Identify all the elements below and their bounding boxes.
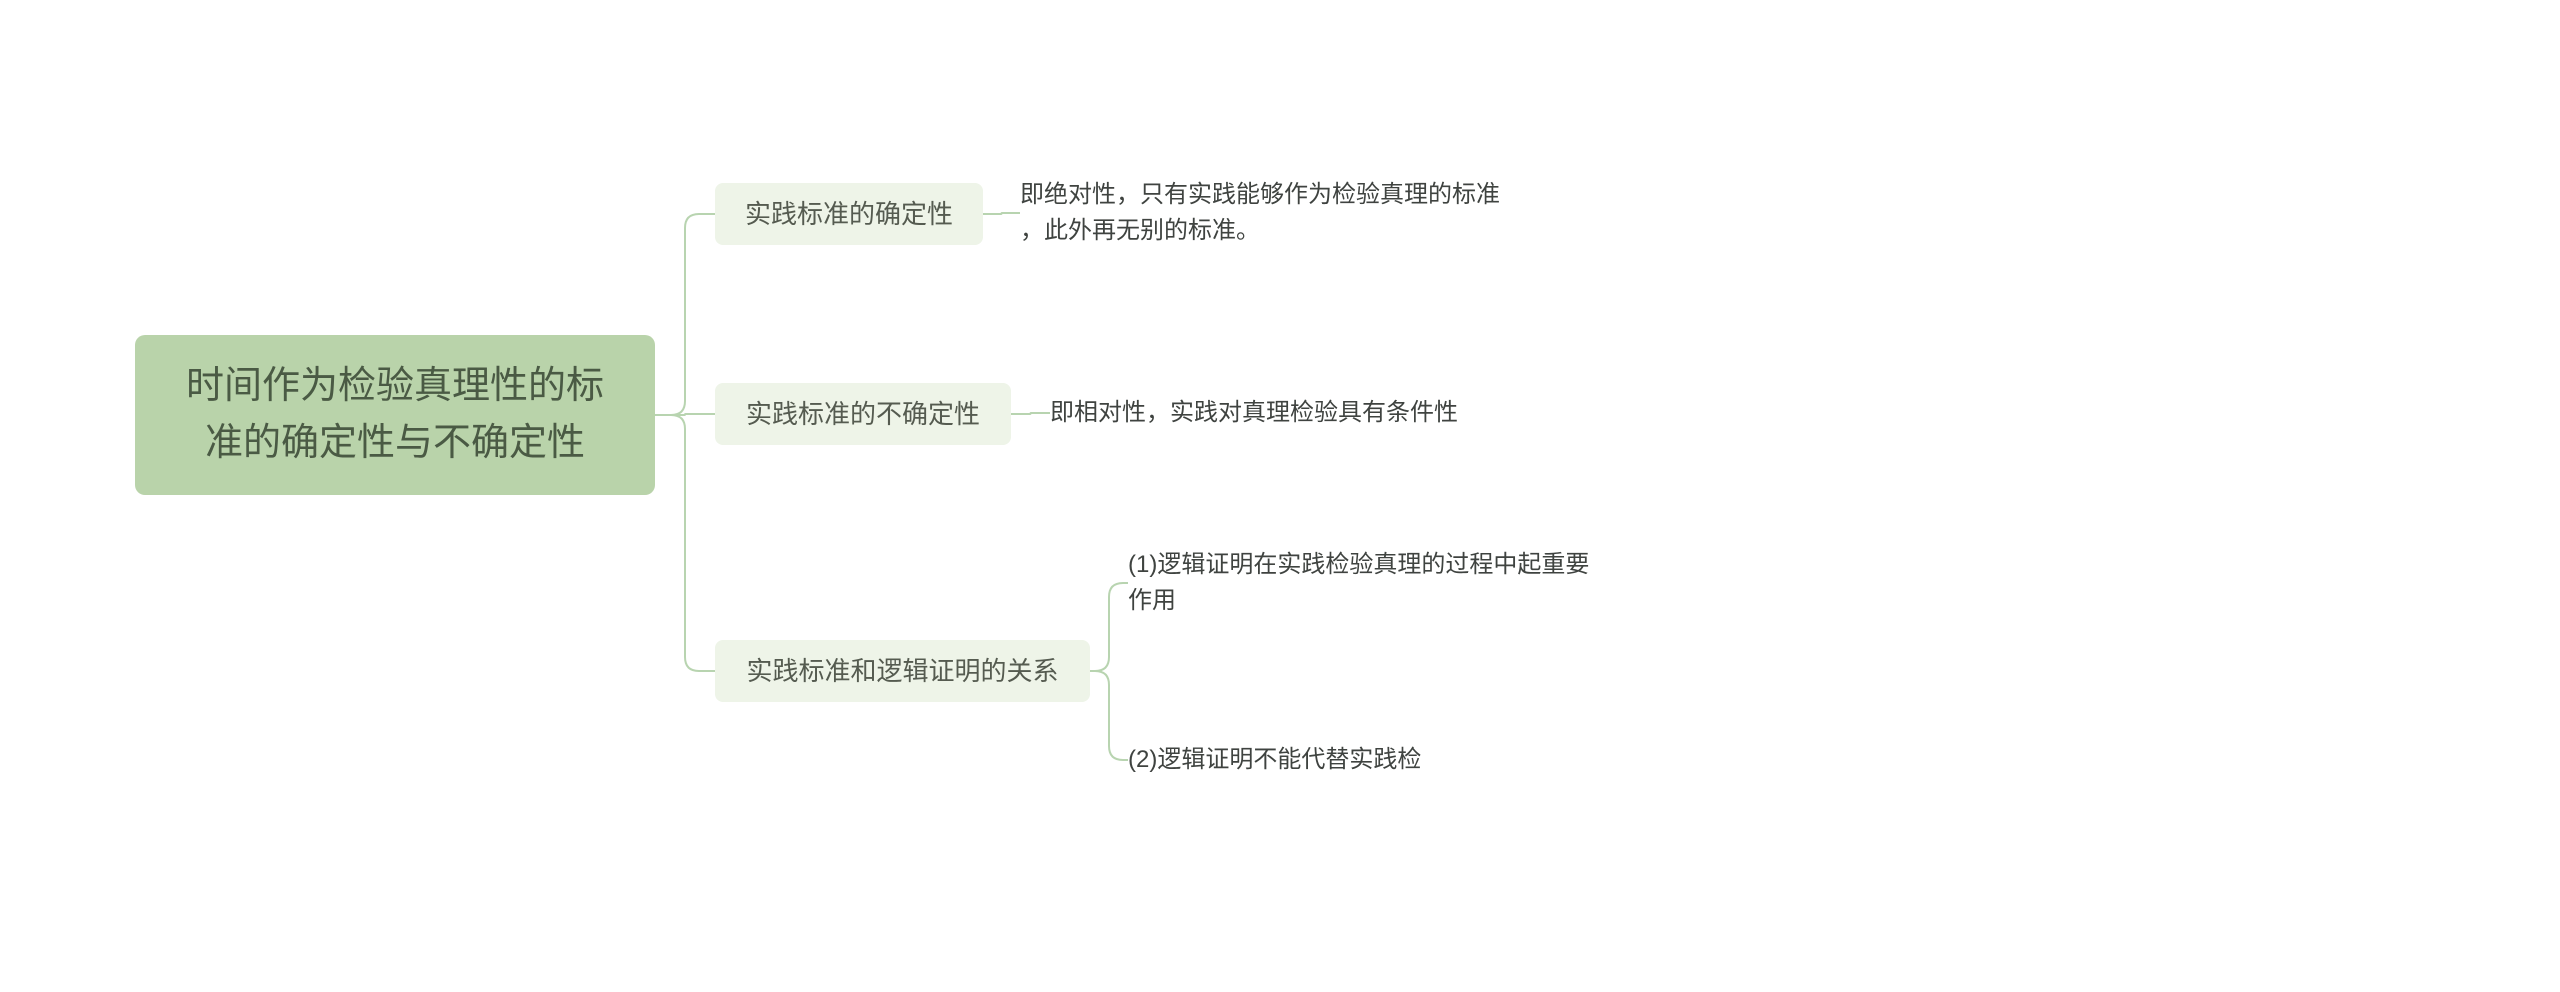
leaf-node-l2: 即相对性，实践对真理检验具有条件性 bbox=[1050, 395, 1530, 431]
branch-label: 实践标准和逻辑证明的关系 bbox=[746, 652, 1058, 691]
leaf-label: 即绝对性，只有实践能够作为检验真理的标准 ，此外再无别的标准。 bbox=[1020, 177, 1500, 249]
leaf-node-l1: 即绝对性，只有实践能够作为检验真理的标准 ，此外再无别的标准。 bbox=[1020, 175, 1580, 251]
connector bbox=[655, 214, 715, 415]
leaf-label: (1)逻辑证明在实践检验真理的过程中起重要 作用 bbox=[1128, 547, 1589, 619]
branch-node-b1: 实践标准的确定性 bbox=[715, 183, 983, 245]
connector bbox=[1011, 413, 1050, 414]
leaf-node-l3: (1)逻辑证明在实践检验真理的过程中起重要 作用 bbox=[1128, 545, 1648, 621]
connector bbox=[655, 414, 715, 415]
connector bbox=[1090, 583, 1128, 671]
branch-node-b2: 实践标准的不确定性 bbox=[715, 383, 1011, 445]
connector bbox=[983, 213, 1020, 214]
connector-layer bbox=[0, 0, 2560, 992]
leaf-node-l4: (2)逻辑证明不能代替实践检 bbox=[1128, 742, 1488, 778]
connector bbox=[1090, 671, 1128, 760]
leaf-label: (2)逻辑证明不能代替实践检 bbox=[1128, 742, 1421, 778]
branch-node-b3: 实践标准和逻辑证明的关系 bbox=[715, 640, 1090, 702]
branch-label: 实践标准的不确定性 bbox=[746, 395, 980, 434]
connector bbox=[655, 415, 715, 671]
root-label: 时间作为检验真理性的标 准的确定性与不确定性 bbox=[186, 358, 604, 472]
leaf-label: 即相对性，实践对真理检验具有条件性 bbox=[1050, 395, 1458, 431]
root-node: 时间作为检验真理性的标 准的确定性与不确定性 bbox=[135, 335, 655, 495]
branch-label: 实践标准的确定性 bbox=[745, 195, 953, 234]
